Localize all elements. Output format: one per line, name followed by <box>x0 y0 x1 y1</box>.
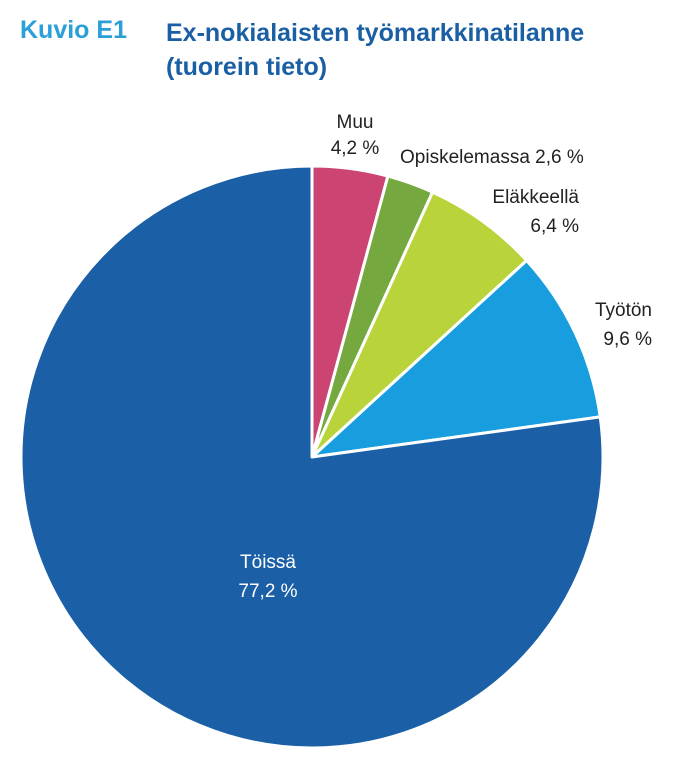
pie-labels: Muu 4,2 % Opiskelemassa 2,6 % Eläkkeellä 6,4… <box>238 112 652 602</box>
slice-value-eläkkeellä: 6,4 % <box>530 216 579 237</box>
slice-name-muu: Muu <box>337 112 374 133</box>
figure-label: Kuvio E1 <box>20 16 127 44</box>
figure-title-line-1: Ex-nokialaisten työmarkkinatilanne <box>166 19 585 47</box>
slice-value-töissä: 77,2 % <box>238 581 297 602</box>
slice-value-työtön: 9,6 % <box>603 329 652 350</box>
figure-title-line-2: (tuorein tieto) <box>166 53 328 81</box>
pie-slice-töissä <box>19 164 605 750</box>
figure-header: Kuvio E1 Ex-nokialaisten työmarkkinatila… <box>20 10 670 81</box>
pie-slice-eläkkeellä <box>310 190 529 459</box>
pie-slice-työtön <box>310 258 602 459</box>
slice-value-muu: 4,2 % <box>331 138 380 159</box>
slice-name-työtön: Työtön <box>595 300 652 321</box>
slice-name-eläkkeellä: Eläkkeellä <box>492 187 579 208</box>
figure-title: Ex-nokialaisten työmarkkinatilanne (tuor… <box>166 16 666 84</box>
slice-name-töissä: Töissä <box>240 552 296 573</box>
pie-slices <box>19 164 605 750</box>
slice-label-opiskelemassa: Opiskelemassa 2,6 % <box>400 147 584 168</box>
